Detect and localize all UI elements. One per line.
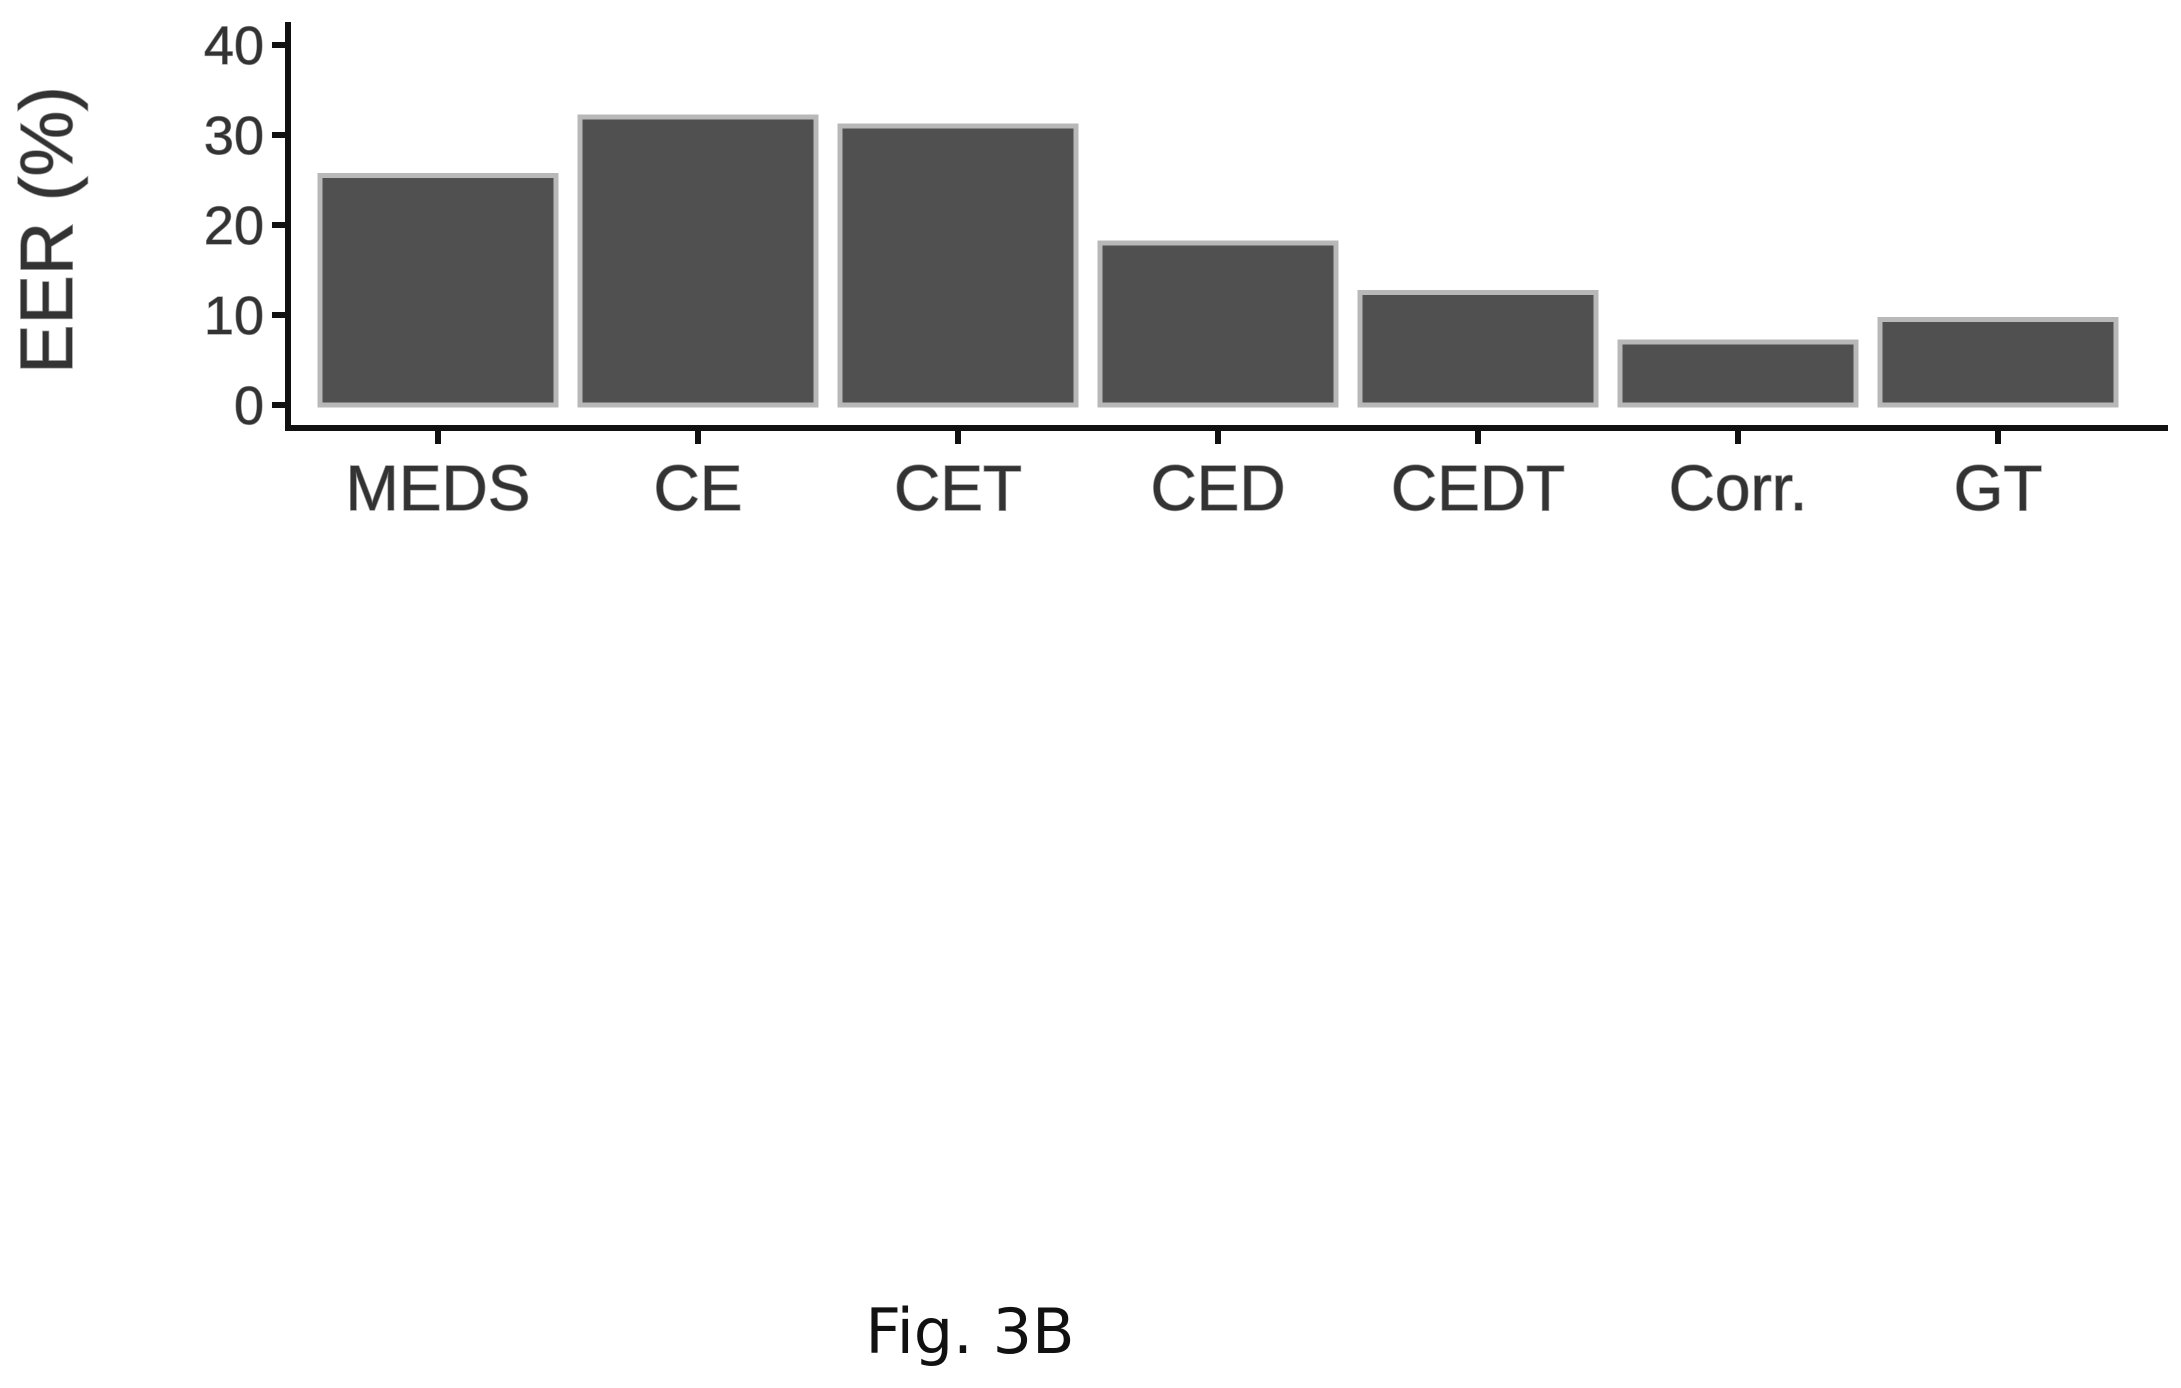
figure-caption: Fig. 3B: [865, 1295, 1075, 1368]
x-ticks-group: MEDS CE CET CED CEDT Corr. GT: [345, 428, 2043, 525]
bars-group: [317, 114, 2119, 408]
x-tick-label: CE: [654, 452, 743, 524]
y-tick-label: 10: [204, 286, 264, 346]
x-tick-label: MEDS: [346, 452, 531, 524]
x-tick-label: CED: [1150, 452, 1285, 524]
bar-ced: [1097, 240, 1339, 408]
bar-cet: [837, 123, 1079, 408]
y-tick-label: 40: [204, 16, 264, 76]
bar-meds: [317, 173, 559, 408]
y-axis-title-group: EER (%): [4, 85, 89, 374]
x-tick-label: CET: [894, 452, 1022, 524]
x-tick-label: CEDT: [1391, 452, 1565, 524]
y-ticks-group: 0 10 20 30 40: [203, 15, 288, 437]
bar-ce: [577, 114, 819, 408]
y-tick-label: 0: [234, 376, 264, 436]
y-tick-label: 20: [204, 196, 264, 256]
bar-cedt: [1357, 290, 1599, 408]
x-tick-label: GT: [1954, 452, 2043, 524]
bar-corr: [1617, 339, 1859, 408]
x-tick-label: Corr.: [1669, 452, 1808, 524]
y-tick-label: 30: [204, 106, 264, 166]
bar-gt: [1877, 317, 2119, 408]
y-axis-title: EER (%): [5, 86, 88, 374]
